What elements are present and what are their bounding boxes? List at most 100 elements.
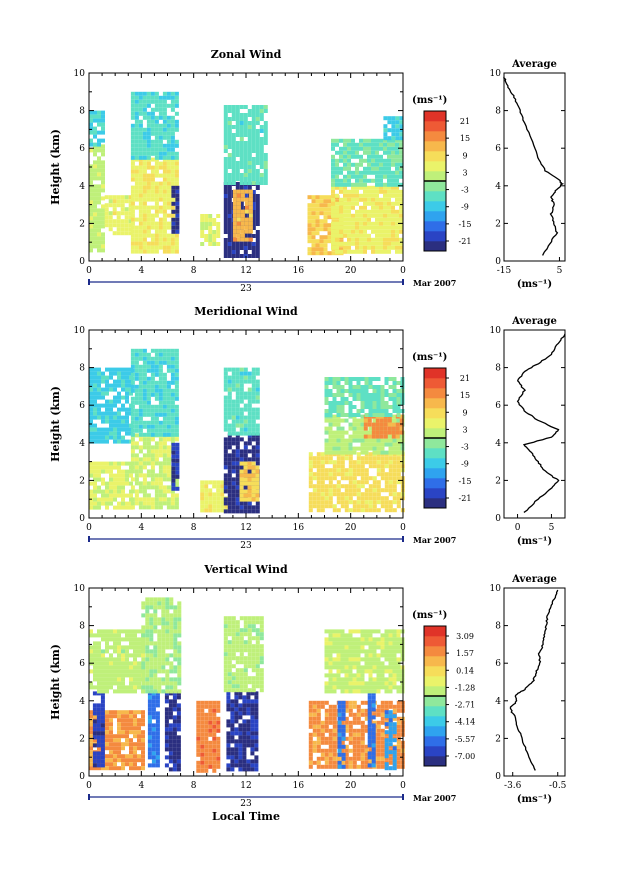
heatmap-cell xyxy=(234,739,239,744)
heatmap-cell xyxy=(336,413,341,417)
heatmap-cell xyxy=(226,731,231,736)
heatmap-cell xyxy=(121,645,125,650)
heatmap-cell xyxy=(343,217,347,222)
heatmap-cell xyxy=(158,481,163,486)
heatmap-cell xyxy=(387,162,391,167)
heatmap-cell xyxy=(166,424,171,429)
heatmap-cell xyxy=(108,219,113,224)
heatmap-cell xyxy=(166,165,171,170)
heatmap-cell xyxy=(227,688,232,693)
heatmap-cell xyxy=(113,762,117,767)
heatmap-cell xyxy=(97,653,101,658)
heatmap-cell xyxy=(379,158,383,163)
heatmap-cell xyxy=(138,217,143,222)
heatmap-cell xyxy=(319,235,324,240)
heatmap-cell xyxy=(158,123,163,128)
heatmap-cell xyxy=(130,225,135,230)
heatmap-cell xyxy=(170,372,175,377)
heatmap-cell xyxy=(335,219,340,224)
heatmap-cell xyxy=(154,91,159,96)
heatmap-cell xyxy=(96,703,101,708)
heatmap-cell xyxy=(242,699,247,704)
heatmap-cell xyxy=(344,438,349,443)
heatmap-cell xyxy=(243,680,248,685)
heatmap-cell xyxy=(101,661,105,666)
heatmap-cell xyxy=(130,99,135,104)
heatmap-cell xyxy=(97,501,101,506)
heatmap-cell xyxy=(134,143,139,148)
heatmap-cell xyxy=(149,657,154,662)
heatmap-cell xyxy=(133,629,137,634)
heatmap-cell xyxy=(134,372,139,377)
heatmap-cell xyxy=(162,115,167,120)
heatmap-cell xyxy=(176,707,181,712)
heatmap-cell xyxy=(101,395,105,400)
heatmap-cell xyxy=(364,492,369,497)
heatmap-cell xyxy=(239,453,244,458)
heatmap-cell xyxy=(93,387,97,392)
heatmap-cell xyxy=(104,219,109,224)
heatmap-cell xyxy=(251,161,256,165)
heatmap-cell xyxy=(231,509,236,514)
heatmap-cell xyxy=(142,165,147,170)
heatmap-cell xyxy=(200,720,205,725)
heatmap-cell xyxy=(154,95,159,100)
heatmap-cell xyxy=(125,501,129,506)
heatmap-cell xyxy=(388,397,393,401)
heatmap-cell xyxy=(336,484,341,489)
heatmap-cell xyxy=(223,383,228,388)
heatmap-cell xyxy=(247,234,252,238)
heatmap-cell xyxy=(134,241,139,246)
heatmap-cell xyxy=(89,216,93,221)
heatmap-cell xyxy=(364,500,369,505)
heatmap-cell xyxy=(158,161,163,166)
heatmap-cell xyxy=(380,409,385,413)
heatmap-cell xyxy=(147,711,152,716)
heatmap-cell xyxy=(327,235,332,240)
heatmap-cell xyxy=(367,217,371,222)
heatmap-cell xyxy=(391,229,395,234)
heatmap-cell xyxy=(142,181,147,186)
heatmap-cell xyxy=(151,763,156,768)
heatmap-cell xyxy=(154,384,159,389)
heatmap-cell xyxy=(307,215,312,220)
heatmap-cell xyxy=(340,393,345,397)
heatmap-cell xyxy=(230,759,235,764)
heatmap-cell xyxy=(97,649,101,654)
heatmap-cell xyxy=(175,450,180,455)
heatmap-cell xyxy=(368,393,373,397)
heatmap-cell xyxy=(383,233,387,238)
heatmap-cell xyxy=(239,129,244,133)
heatmap-cell xyxy=(227,379,232,384)
heatmap-cell xyxy=(227,485,232,490)
heatmap-cell xyxy=(145,673,150,678)
heatmap-cell xyxy=(130,249,135,254)
heatmap-cell xyxy=(142,392,147,397)
heatmap-cell xyxy=(173,669,178,674)
heatmap-cell xyxy=(247,509,252,514)
heatmap-cell xyxy=(384,480,389,485)
heatmap-cell xyxy=(130,185,135,190)
heatmap-cell xyxy=(348,500,353,505)
heatmap-cell xyxy=(235,620,240,625)
heatmap-cell xyxy=(307,211,312,216)
heatmap-cell xyxy=(242,695,247,700)
heatmap-cell xyxy=(101,176,105,181)
heatmap-cell xyxy=(364,456,369,461)
heatmap-cell xyxy=(255,497,260,502)
heatmap-cell xyxy=(227,453,232,458)
heatmap-cell xyxy=(360,464,365,469)
heatmap-cell xyxy=(130,165,135,170)
heatmap-cell xyxy=(175,197,180,202)
heatmap-cell xyxy=(174,169,179,174)
heatmap-cell xyxy=(223,660,228,665)
heatmap-cell xyxy=(174,493,179,498)
heatmap-cell xyxy=(363,166,367,171)
heatmap-cell xyxy=(239,395,244,400)
heatmap-cell xyxy=(311,231,316,236)
heatmap-cell xyxy=(162,119,167,124)
heatmap-cell xyxy=(112,199,117,204)
heatmap-cell xyxy=(234,711,239,716)
heatmap-cell xyxy=(154,505,159,510)
heatmap-cell xyxy=(251,375,256,380)
